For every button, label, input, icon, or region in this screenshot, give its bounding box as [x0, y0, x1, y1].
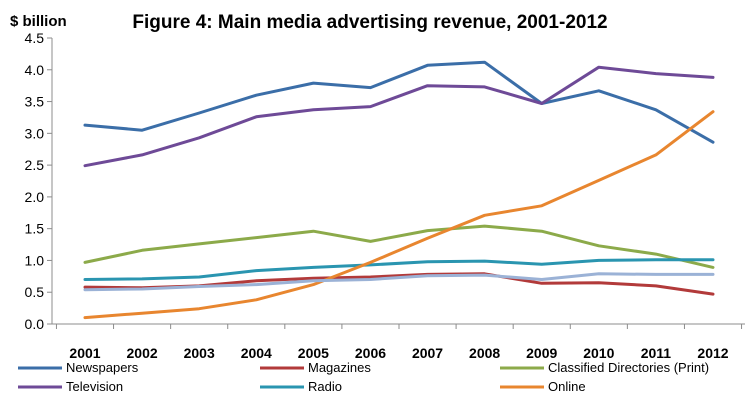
y-tick-label: 3.0: [25, 125, 45, 141]
legend-label-television: Television: [66, 379, 123, 394]
y-tick-label: 3.5: [25, 94, 45, 110]
series-line-unlabeled: [83, 272, 715, 292]
x-tick-label: 2002: [127, 345, 158, 361]
x-tick-label: 2012: [697, 345, 728, 361]
y-tick-label: 2.5: [25, 157, 45, 173]
x-tick-label: 2005: [298, 345, 329, 361]
series-line-classified-directories-print: [83, 224, 715, 269]
x-tick-label: 2001: [69, 345, 100, 361]
y-axis-label: $ billion: [10, 13, 67, 30]
x-tick-label: 2006: [355, 345, 386, 361]
x-tick-label: 2008: [469, 345, 500, 361]
x-tick-label: 2003: [184, 345, 215, 361]
y-tick-label: 2.0: [25, 189, 45, 205]
y-tick-label: 0.5: [25, 284, 45, 300]
series-line-television: [83, 65, 715, 168]
series-line-newspapers: [83, 60, 715, 144]
y-tick-label: 1.5: [25, 221, 45, 237]
chart-title: Figure 4: Main media advertising revenue…: [132, 12, 607, 33]
x-tick-label: 2009: [526, 345, 557, 361]
y-tick-label: 4.0: [25, 62, 45, 78]
x-tick-label: 2004: [241, 345, 272, 361]
legend-label-newspapers: Newspapers: [66, 360, 139, 375]
x-tick-label: 2011: [641, 345, 672, 361]
x-tick-label: 2007: [412, 345, 443, 361]
y-tick-label: 1.0: [25, 252, 45, 268]
y-ticks: 0.0 0.5 1.0 1.5 2.0 2.5 3.0 3.5 4.0 4.5: [25, 30, 52, 332]
legend-label-online: Online: [548, 379, 586, 394]
x-tick-label: 2010: [583, 345, 614, 361]
y-tick-label: 4.5: [25, 30, 45, 46]
legend-label-classified-directories-print: Classified Directories (Print): [548, 360, 709, 375]
y-tick-label: 0.0: [25, 316, 45, 332]
legend-label-magazines: Magazines: [308, 360, 371, 375]
x-ticks: 2001 2002 2003 2004 2005 2006 2007 2008 2009 2010…: [55, 324, 743, 361]
axes: [51, 38, 745, 325]
series-line-radio: [83, 258, 715, 281]
series-line-online: [83, 110, 715, 320]
legend-label-radio: Radio: [308, 379, 342, 394]
series-lines: [83, 60, 715, 320]
legend: Newspapers Magazines Classified Directorie…: [18, 360, 709, 394]
